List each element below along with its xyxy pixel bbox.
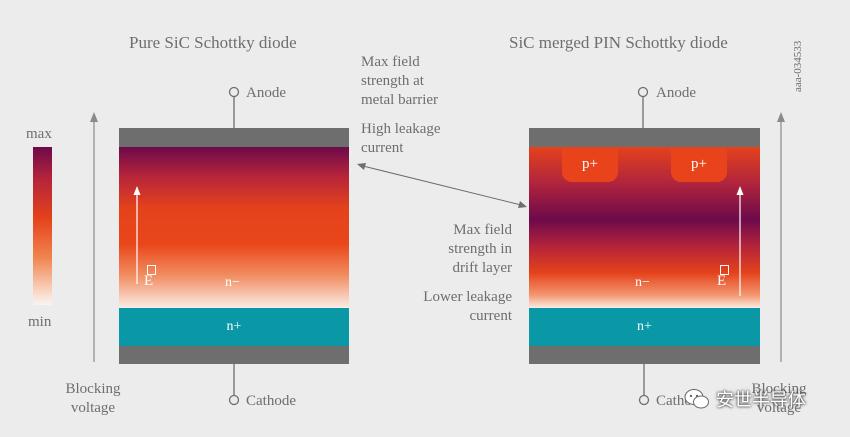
right-p-plus-region-1: p+ — [562, 147, 618, 182]
max-field-drift-layer-note: Max field strength in drift layer — [448, 222, 512, 276]
left-blocking-voltage-label: Blocking voltage — [65, 381, 121, 416]
right-cathode-terminal — [638, 364, 650, 406]
left-diagram-title: Pure SiC Schottky diode — [129, 33, 297, 52]
right-anode-terminal — [637, 86, 649, 129]
left-anode-metal — [119, 128, 349, 147]
scale-min-label: min — [28, 314, 52, 330]
right-blocking-voltage-label: Blocking voltage — [751, 381, 807, 416]
right-anode-metal — [529, 128, 760, 147]
right-diagram-title: SiC merged PIN Schottky diode — [509, 33, 728, 52]
field-color-scale — [33, 147, 52, 305]
left-cathode-terminal — [228, 364, 240, 406]
scale-max-label: max — [26, 126, 52, 142]
right-cathode-metal — [529, 346, 760, 364]
max-field-metal-barrier-note: Max field strength at metal barrier — [361, 54, 439, 108]
lower-leakage-note: Lower leakage current — [423, 289, 512, 324]
high-leakage-note: High leakage current — [361, 121, 441, 156]
left-anode-label: Anode — [246, 85, 286, 101]
left-n-plus-substrate: n+ — [119, 308, 349, 346]
left-field-vector-mark — [147, 265, 156, 275]
document-id: aaa-034533 — [792, 40, 804, 92]
watermark-text: 安世半导体 — [716, 390, 806, 411]
right-field-label: E — [717, 273, 727, 289]
left-blocking-voltage-arrow — [90, 112, 98, 362]
comparison-double-arrow — [357, 163, 527, 208]
left-field-label: E — [144, 273, 154, 289]
right-field-arrow — [736, 186, 744, 296]
left-field-arrow — [133, 186, 141, 284]
left-cathode-label: Cathode — [246, 393, 296, 409]
left-n-minus-label: n− — [225, 275, 240, 290]
right-n-plus-substrate: n+ — [529, 308, 760, 346]
right-blocking-voltage-arrow — [777, 112, 785, 362]
right-p-plus-region-2: p+ — [671, 147, 727, 182]
left-cathode-metal — [119, 346, 349, 364]
left-anode-terminal — [228, 86, 240, 129]
wechat-icon — [684, 389, 709, 409]
right-n-minus-label: n− — [635, 275, 650, 290]
watermark: 安世半导体 — [684, 386, 806, 412]
right-anode-label: Anode — [656, 85, 696, 101]
right-field-vector-mark — [720, 265, 729, 275]
left-drift-layer — [119, 147, 349, 308]
